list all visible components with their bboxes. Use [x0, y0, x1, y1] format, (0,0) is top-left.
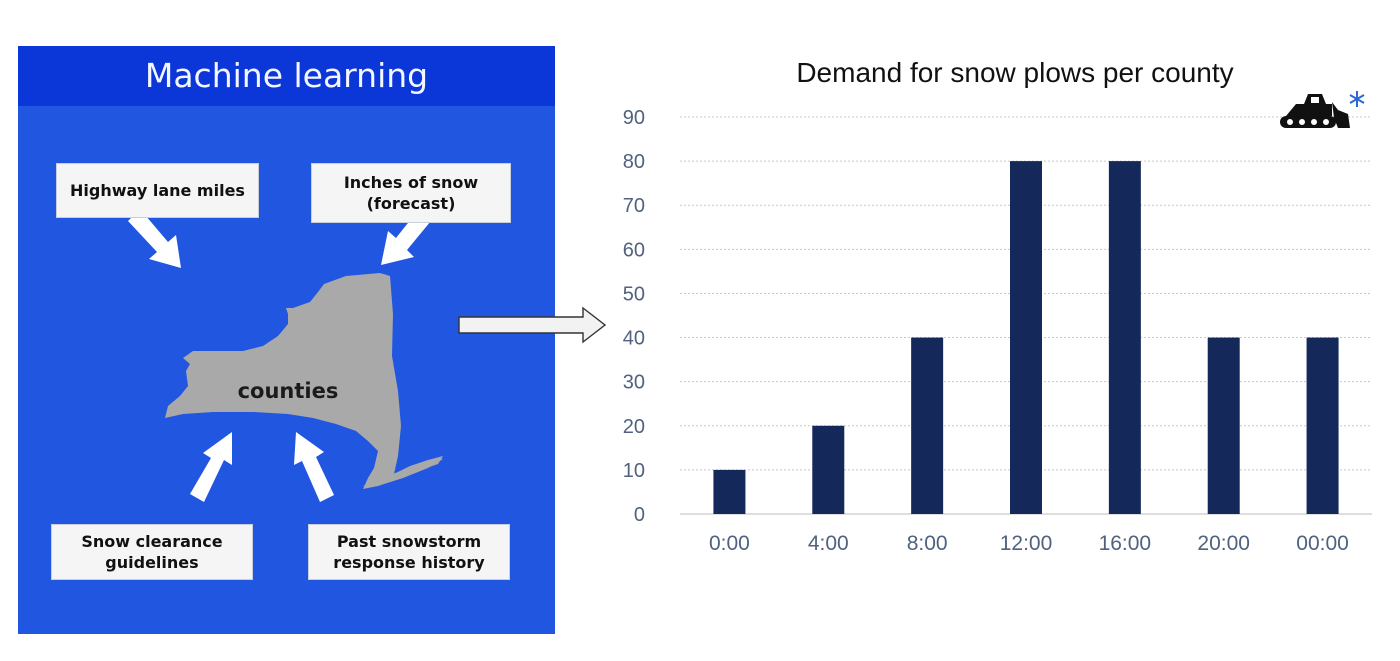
arrow-highway-icon	[128, 209, 181, 268]
y-tick-label: 50	[623, 283, 645, 305]
x-axis-ticks: 0:00 4:00 8:00 12:00 16:00 20:00 00:00	[709, 532, 1349, 555]
ml-panel-header: Machine learning	[18, 46, 555, 106]
bar	[1010, 161, 1042, 514]
y-tick-label: 20	[623, 416, 645, 438]
input-highway-lane-miles: Highway lane miles	[56, 163, 259, 218]
bar	[1108, 161, 1141, 514]
bar	[911, 337, 944, 514]
bar	[713, 469, 746, 514]
x-tick-label: 0:00	[709, 532, 750, 555]
y-tick-label: 0	[634, 504, 645, 526]
y-tick-label: 30	[623, 372, 645, 394]
y-tick-label: 80	[623, 151, 645, 173]
y-tick-label: 60	[623, 239, 645, 261]
x-tick-label: 20:00	[1197, 532, 1250, 555]
x-tick-label: 8:00	[907, 532, 948, 555]
input-snow-clearance-guidelines: Snow clearance guidelines	[51, 524, 253, 580]
y-tick-label: 90	[623, 107, 645, 129]
right-arrow-icon	[458, 306, 607, 344]
snow-plow-icon	[1280, 91, 1365, 128]
bar	[1306, 337, 1339, 514]
x-tick-label: 16:00	[1099, 532, 1152, 555]
x-tick-label: 00:00	[1296, 532, 1349, 555]
bar	[812, 425, 845, 514]
y-axis-ticks: 0 10 20 30 40 50 60 70 80 90	[623, 107, 645, 526]
x-tick-label: 4:00	[808, 532, 849, 555]
arrow-guidelines-icon	[190, 432, 232, 502]
ml-panel-title: Machine learning	[144, 56, 429, 95]
ml-panel: Machine learning Highway lane miles Inch…	[18, 46, 555, 634]
y-tick-label: 40	[623, 328, 645, 350]
input-past-snowstorm-history: Past snowstorm response history	[308, 524, 510, 580]
long-island-map	[363, 458, 443, 486]
x-tick-label: 12:00	[1000, 532, 1053, 555]
map-label: counties	[237, 379, 339, 403]
new-york-map	[165, 273, 443, 489]
chart-bars	[713, 161, 1339, 514]
snowflake-icon	[1349, 91, 1365, 107]
input-inches-of-snow: Inches of snow (forecast)	[311, 163, 511, 223]
bar	[1207, 337, 1240, 514]
y-tick-label: 10	[623, 460, 645, 482]
chart-title: Demand for snow plows per county	[796, 57, 1234, 88]
y-tick-label: 70	[623, 195, 645, 217]
arrow-history-icon	[294, 432, 334, 502]
